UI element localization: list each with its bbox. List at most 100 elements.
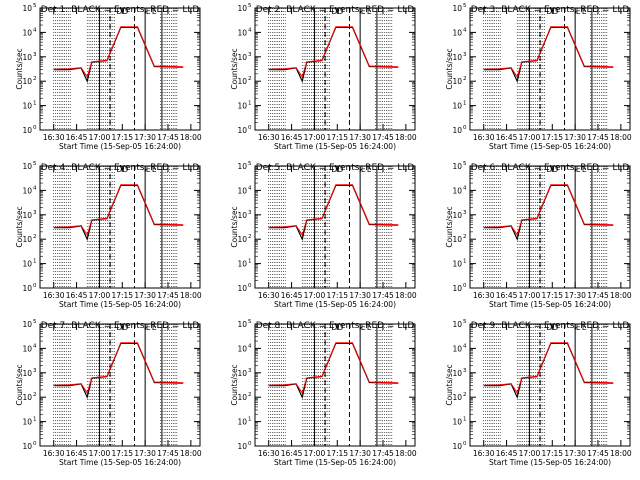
y-tick-exponent: 2 [33, 234, 37, 240]
y-tick-exponent: 4 [463, 27, 467, 33]
y-axis-label: Counts/sec [15, 206, 24, 247]
y-tick-label: 10 [452, 235, 462, 244]
y-tick-exponent: 1 [463, 101, 467, 107]
y-tick-label: 10 [452, 442, 462, 451]
marker-label-0: D [546, 323, 552, 332]
marker-label-1: D [552, 165, 558, 174]
plot-frame [469, 7, 631, 131]
x-tick-label: 17:30 [349, 291, 371, 300]
y-tick-label: 10 [22, 4, 32, 13]
x-tick-label: 16:45 [66, 133, 88, 142]
x-tick-label: 17:15 [326, 449, 348, 458]
plot-frame [39, 7, 201, 131]
x-tick-label: 17:15 [111, 449, 133, 458]
plot-frame [469, 323, 631, 447]
x-tick-label: 17:30 [564, 449, 586, 458]
y-tick-label: 10 [22, 53, 32, 62]
x-tick-label: 16:45 [281, 449, 303, 458]
marker-label-3: E [582, 165, 587, 174]
y-tick-label: 10 [22, 162, 32, 171]
x-tick-label: 18:00 [395, 449, 417, 458]
y-tick-exponent: 0 [463, 283, 467, 289]
y-tick-exponent: 4 [248, 185, 252, 191]
y-tick-label: 10 [452, 28, 462, 37]
x-tick-label: 16:45 [66, 449, 88, 458]
x-tick-label: 17:45 [372, 133, 394, 142]
y-tick-exponent: 0 [248, 441, 252, 447]
y-tick-label: 10 [22, 235, 32, 244]
x-axis-label: Start Time (15-Sep-05 16:24:00) [59, 458, 181, 467]
marker-label-0: D [331, 7, 337, 16]
marker-label-2: E [576, 165, 581, 174]
y-tick-label: 10 [237, 235, 247, 244]
y-tick-label: 10 [22, 418, 32, 427]
marker-label-1: D [552, 7, 558, 16]
marker-label-3: E [152, 165, 157, 174]
x-axis-label: Start Time (15-Sep-05 16:24:00) [59, 142, 181, 151]
y-tick-exponent: 2 [33, 76, 37, 82]
plot-frame [254, 7, 416, 131]
x-tick-label: 16:45 [496, 449, 518, 458]
y-tick-exponent: 3 [463, 52, 467, 58]
y-tick-label: 10 [22, 126, 32, 135]
y-axis-label: Counts/sec [230, 364, 239, 405]
y-tick-label: 10 [22, 369, 32, 378]
x-tick-label: 16:30 [473, 291, 495, 300]
x-tick-label: 17:15 [541, 133, 563, 142]
x-tick-label: 17:30 [134, 291, 156, 300]
marker-label-1: D [122, 165, 128, 174]
y-tick-exponent: 3 [248, 210, 252, 216]
marker-label-3: E [582, 323, 587, 332]
y-tick-label: 10 [452, 186, 462, 195]
x-tick-label: 16:30 [473, 133, 495, 142]
marker-label-2: E [146, 165, 151, 174]
plot-title: Det 1: BLACK = Events, RED = LLD [41, 5, 200, 15]
y-tick-label: 10 [22, 320, 32, 329]
y-tick-label: 10 [237, 320, 247, 329]
series-lld-line [53, 342, 184, 395]
y-tick-exponent: 3 [463, 368, 467, 374]
y-tick-label: 10 [452, 126, 462, 135]
marker-label-3: E [152, 323, 157, 332]
x-tick-label: 17:30 [564, 291, 586, 300]
plot-title: Det 8: BLACK = Events, RED = LLD [256, 321, 415, 331]
x-tick-label: 18:00 [180, 291, 202, 300]
y-tick-label: 10 [452, 102, 462, 111]
x-tick-label: 17:45 [372, 291, 394, 300]
y-tick-exponent: 1 [248, 417, 252, 423]
plot-title: Det 4: BLACK = Events, RED = LLD [41, 163, 200, 173]
series-lld-line [483, 342, 614, 395]
y-tick-label: 10 [452, 260, 462, 269]
x-tick-label: 18:00 [610, 133, 632, 142]
y-tick-label: 10 [22, 211, 32, 220]
marker-label-3: E [582, 7, 587, 16]
x-tick-label: 16:45 [66, 291, 88, 300]
x-tick-label: 17:15 [111, 133, 133, 142]
y-tick-label: 10 [22, 102, 32, 111]
marker-label-2: E [361, 165, 366, 174]
y-tick-label: 10 [237, 284, 247, 293]
marker-label-1: D [337, 165, 343, 174]
y-tick-label: 10 [22, 344, 32, 353]
y-tick-exponent: 5 [33, 3, 37, 9]
y-tick-label: 10 [452, 344, 462, 353]
y-tick-exponent: 0 [33, 441, 37, 447]
x-tick-label: 16:30 [258, 449, 280, 458]
x-tick-label: 17:45 [157, 133, 179, 142]
y-tick-exponent: 0 [463, 441, 467, 447]
marker-label-2: E [361, 7, 366, 16]
x-tick-label: 16:45 [496, 291, 518, 300]
x-tick-label: 17:00 [519, 291, 541, 300]
x-tick-label: 17:00 [304, 449, 326, 458]
marker-label-3: E [367, 7, 372, 16]
x-tick-label: 17:45 [587, 291, 609, 300]
y-tick-label: 10 [22, 260, 32, 269]
y-tick-exponent: 3 [33, 210, 37, 216]
y-tick-exponent: 2 [463, 392, 467, 398]
y-tick-label: 10 [237, 102, 247, 111]
y-tick-label: 10 [452, 284, 462, 293]
x-axis-label: Start Time (15-Sep-05 16:24:00) [489, 458, 611, 467]
y-tick-label: 10 [237, 4, 247, 13]
x-tick-label: 17:15 [541, 449, 563, 458]
